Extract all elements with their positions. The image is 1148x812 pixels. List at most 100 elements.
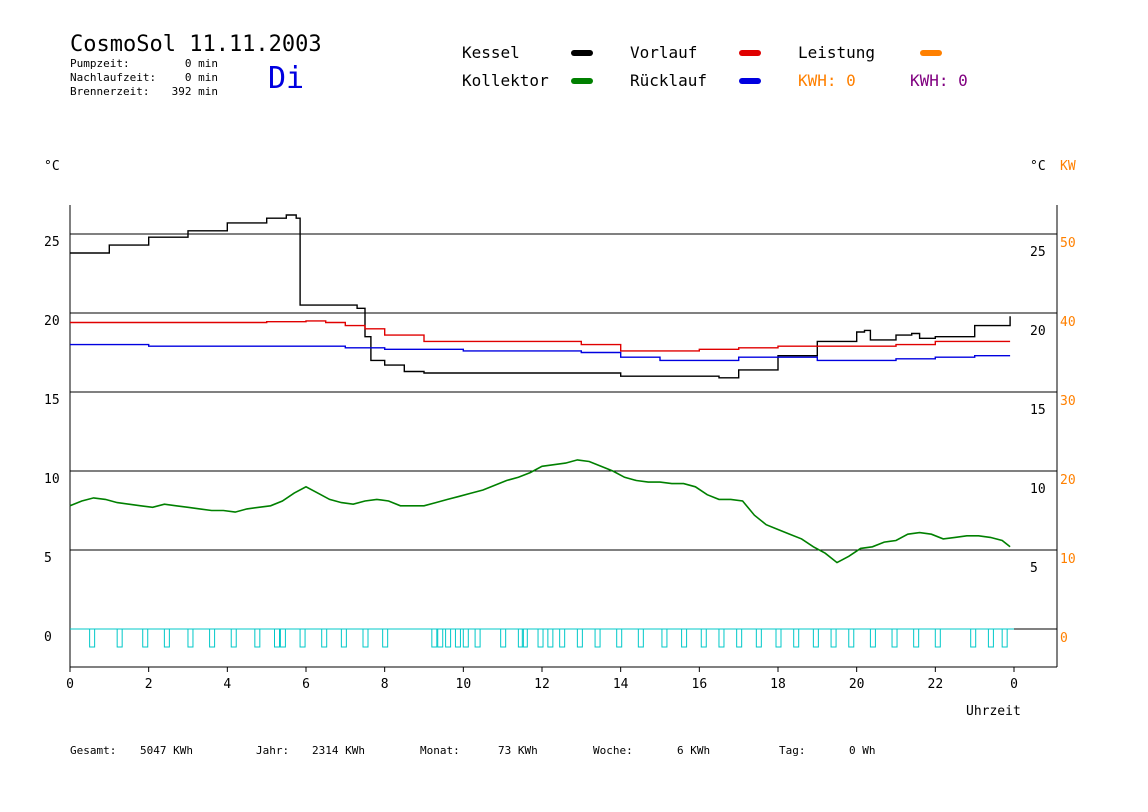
series-pumpe-pulse-47 [987, 628, 994, 648]
right-unit-label: °C [1030, 159, 1046, 174]
x-tick-label-10: 10 [456, 677, 472, 692]
footer-label-gesamt: Gesamt: [70, 744, 116, 757]
series-pumpe-pulse-12 [340, 628, 347, 648]
series-pumpe-pulse-23 [521, 628, 528, 648]
y-right-tick-15: 15 [1030, 403, 1046, 418]
series-pumpe-pulse-14 [382, 628, 389, 648]
series-pumpe-pulse-2 [142, 628, 149, 648]
series-pumpe-pulse-20 [474, 628, 481, 648]
legend-label-leistung: Leistung [798, 43, 875, 62]
x-tick-label-16: 16 [692, 677, 708, 692]
y-right-tick-5: 5 [1030, 561, 1038, 576]
footer-value-tag: 0 Wh [849, 744, 876, 757]
series-pumpe-pulse-39 [812, 628, 819, 648]
y-kw-tick-30: 30 [1060, 394, 1076, 409]
x-tick-label-6: 6 [302, 677, 310, 692]
legend-label-kessel: Kessel [462, 43, 520, 62]
series-pumpe-pulse-25 [547, 628, 554, 648]
x-tick-label-8: 8 [381, 677, 389, 692]
x-tick-label-4: 4 [223, 677, 231, 692]
y-left-tick-10: 10 [44, 472, 60, 487]
y-right-tick-20: 20 [1030, 324, 1046, 339]
series-pumpe-pulse-44 [913, 628, 920, 648]
x-axis-title: Uhrzeit [966, 704, 1021, 719]
y-axis-kw: 50 40 30 20 10 0 [1060, 236, 1076, 646]
series-pumpe-pulse-1 [116, 628, 123, 648]
x-tick-label-2: 2 [145, 677, 153, 692]
footer-label-monat: Monat: [420, 744, 460, 757]
footer-value-woche: 6 KWh [677, 744, 710, 757]
legend-swatch-kessel [571, 50, 593, 56]
series-pumpe-pulse-17 [445, 628, 452, 648]
series-pumpe-pulse-0 [89, 628, 96, 648]
series-pumpe-pulse-3 [163, 628, 170, 648]
y-axis-right: 25 20 15 10 5 [1030, 245, 1046, 576]
footer-value-jahr: 2314 KWh [312, 744, 365, 757]
footer-label-tag: Tag: [779, 744, 806, 757]
series-pumpe-pulse-34 [718, 628, 725, 648]
x-tick-label-24: 0 [1010, 677, 1018, 692]
stat-value-pumpzeit: 0 min [185, 57, 218, 70]
footer-totals: Gesamt: 5047 KWh Jahr: 2314 KWh Monat: 7… [70, 744, 876, 757]
stats-block: Pumpzeit: 0 min Nachlaufzeit: 0 min Bren… [70, 57, 218, 98]
x-tick-label-18: 18 [770, 677, 786, 692]
series-pumpe-pulse-40 [830, 628, 837, 648]
plot-frame [69, 205, 1058, 668]
footer-label-jahr: Jahr: [256, 744, 289, 757]
legend: Kessel Kollektor Vorlauf Rücklauf Leistu… [462, 43, 968, 90]
stat-label-brennerzeit: Brennerzeit: [70, 85, 149, 98]
series-pumpe-pulse-18 [454, 628, 461, 648]
series-pumpe-pulse-35 [736, 628, 743, 648]
x-axis: 0 2 4 6 8 10 12 14 16 18 20 22 0 [66, 667, 1018, 692]
footer-value-monat: 73 KWh [498, 744, 538, 757]
kwh-orange: KWH: 0 [798, 71, 856, 90]
series-pumpe-pulse-30 [637, 628, 644, 648]
footer-label-woche: Woche: [593, 744, 633, 757]
series-pumpe-pulse-15 [431, 628, 438, 648]
series-pumpe-pulse-10 [299, 628, 306, 648]
series-group [69, 214, 1014, 648]
series-pumpe-pulse-36 [755, 628, 762, 648]
series-kessel-line [70, 214, 1011, 379]
series-pumpe-pulse-43 [891, 628, 898, 648]
series-pumpe-pulse-28 [594, 628, 601, 648]
series-pumpe-pulse-24 [537, 628, 544, 648]
series-pumpe-pulse-29 [616, 628, 623, 648]
x-tick-label-0: 0 [66, 677, 74, 692]
legend-swatch-ruecklauf [739, 78, 761, 84]
series-pumpe-pulse-7 [254, 628, 261, 648]
y-left-tick-25: 25 [44, 235, 60, 250]
legend-swatch-kollektor [571, 78, 593, 84]
series-pumpe-pulse-26 [559, 628, 566, 648]
y-kw-tick-0: 0 [1060, 631, 1068, 646]
series-pumpe-pulse-22 [517, 628, 524, 648]
stat-label-nachlaufzeit: Nachlaufzeit: [70, 71, 156, 84]
series-pumpe-pulse-32 [681, 628, 688, 648]
y-kw-tick-50: 50 [1060, 236, 1076, 251]
y-right-tick-25: 25 [1030, 245, 1046, 260]
y-axis-left: 0 5 10 15 20 25 [44, 235, 60, 645]
series-pumpe-pulse-8 [274, 628, 280, 648]
y-left-tick-5: 5 [44, 551, 52, 566]
y-kw-tick-20: 20 [1060, 473, 1076, 488]
series-pumpe-pulse-42 [869, 628, 876, 648]
y-kw-tick-10: 10 [1060, 552, 1076, 567]
left-unit-label: °C [44, 159, 60, 174]
chart-title: CosmoSol 11.11.2003 [70, 32, 322, 57]
series-pumpe-pulse-45 [934, 628, 941, 648]
series-pumpe-pulse-38 [793, 628, 800, 648]
x-tick-label-20: 20 [849, 677, 865, 692]
series-pumpe-pulse-48 [1001, 628, 1008, 648]
x-tick-label-22: 22 [928, 677, 944, 692]
x-tick-label-12: 12 [534, 677, 550, 692]
legend-swatch-vorlauf [739, 50, 761, 56]
y-kw-tick-40: 40 [1060, 315, 1076, 330]
y-left-tick-0: 0 [44, 630, 52, 645]
legend-label-kollektor: Kollektor [462, 71, 549, 90]
series-pumpe-pulse-21 [500, 628, 507, 648]
series-pumpe-pulse-5 [209, 628, 216, 648]
right-unit-kw-label: KW [1060, 159, 1076, 174]
grid-lines [70, 233, 1057, 630]
series-vorlauf-line [70, 320, 1011, 352]
